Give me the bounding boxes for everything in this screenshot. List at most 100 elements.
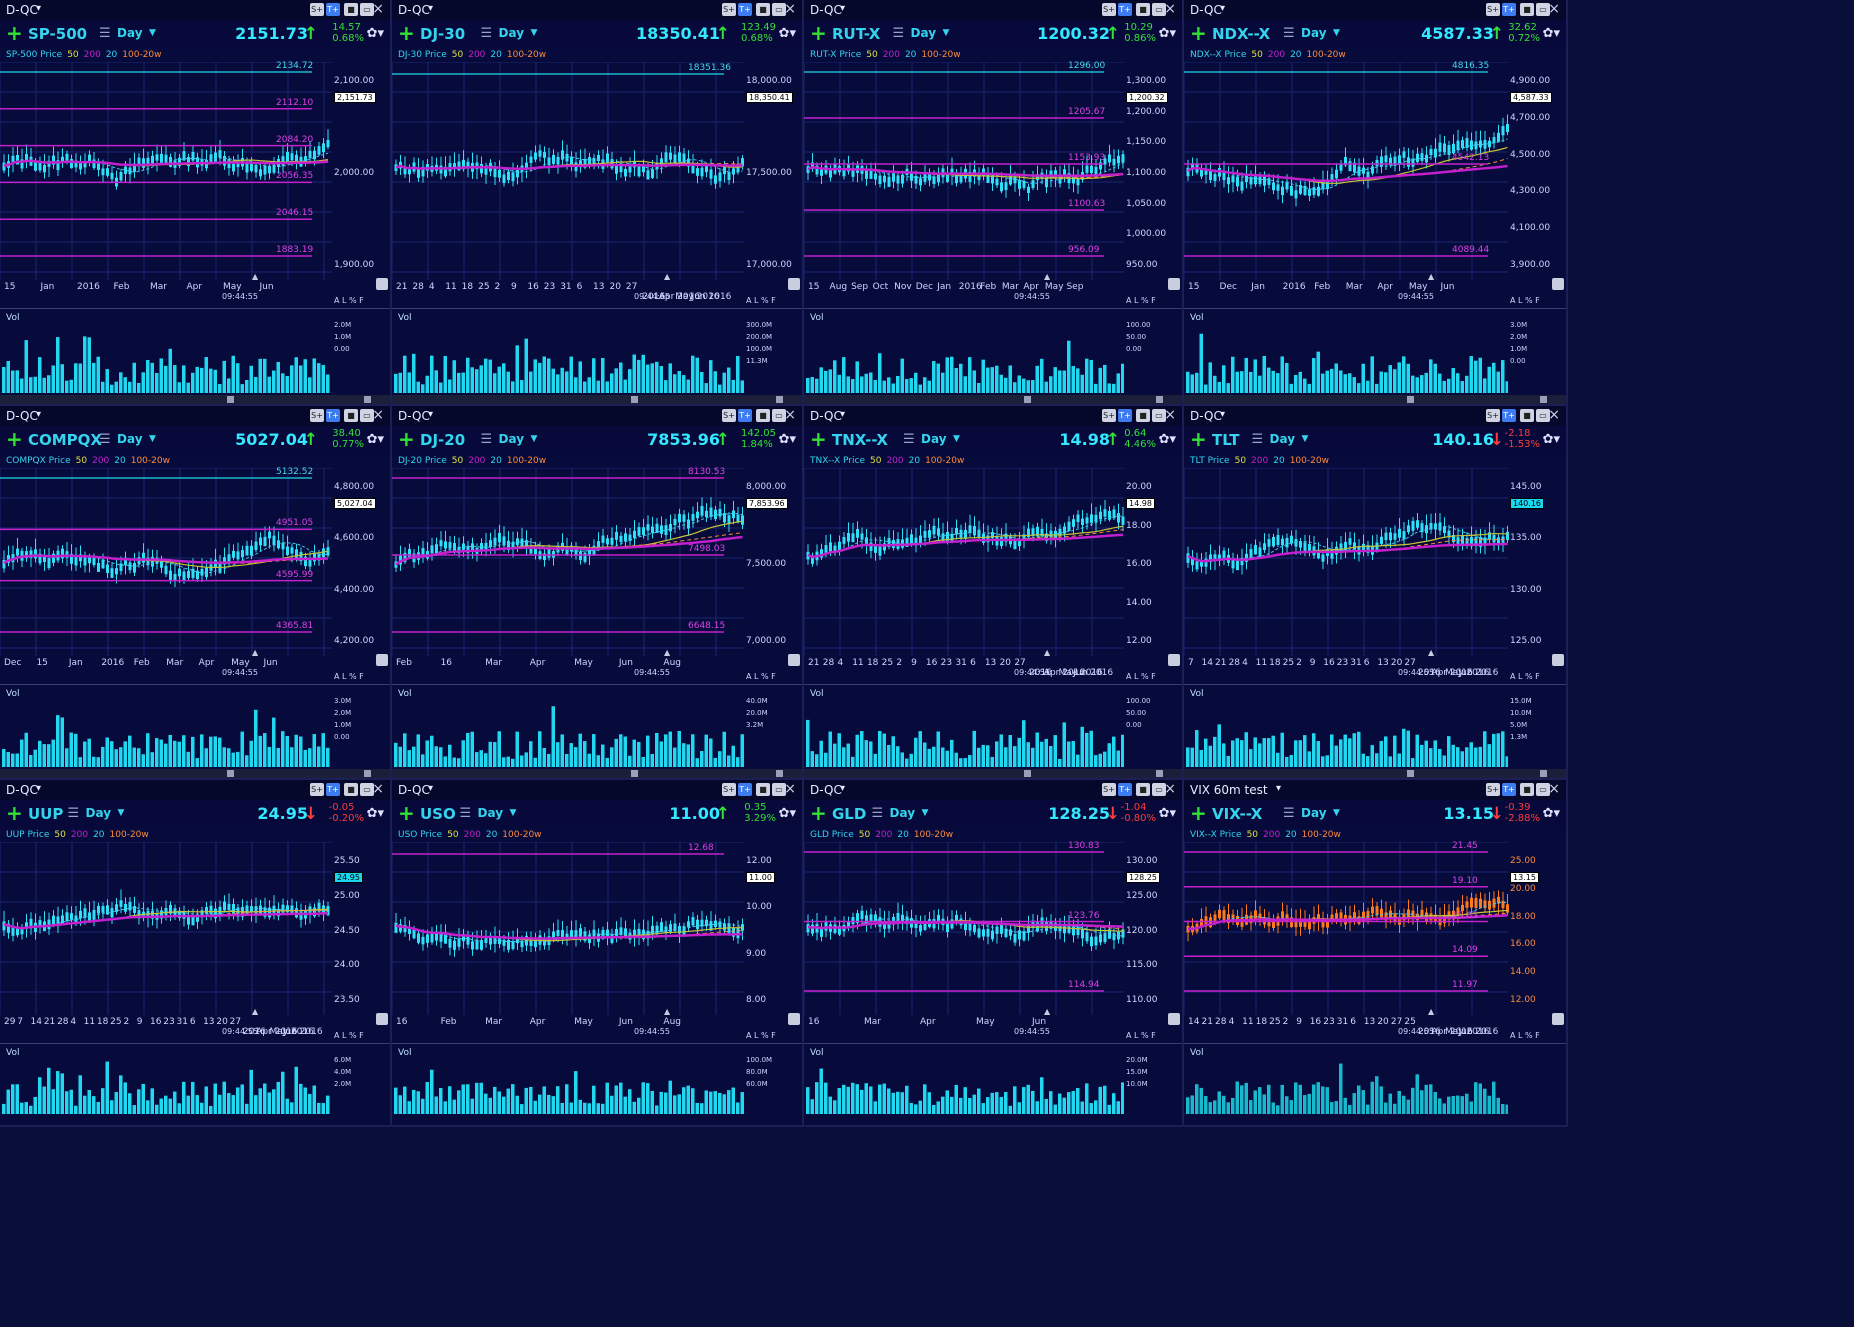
symbol-name[interactable]: SP-500	[28, 25, 88, 43]
data-source-dropdown[interactable]: D-QC	[6, 3, 38, 17]
volume-pane[interactable]: Vol 3.0M 2.0M 1.0M 0.00	[1184, 308, 1566, 395]
trade-button[interactable]: T+	[1502, 3, 1516, 16]
list-icon[interactable]: ☰	[903, 432, 915, 447]
save-icon[interactable]: ■	[344, 3, 358, 16]
axis-options[interactable]: A L % F	[334, 672, 364, 681]
add-symbol-icon[interactable]: +	[810, 801, 827, 825]
chart-panel-vix-x[interactable]: VIX 60m test ▾ S+ T+ ■ ▭ × + VIX--X ☰ Day ▼ 13.15 ↓ -0…	[1184, 780, 1568, 1127]
list-icon[interactable]: ☰	[99, 432, 111, 447]
scroll-marker-icon[interactable]: ▲	[664, 272, 671, 281]
close-icon[interactable]: ×	[1164, 407, 1176, 423]
timeframe-dropdown[interactable]: Day	[921, 432, 947, 446]
axis-options[interactable]: A L % F	[1510, 296, 1540, 305]
trade-button[interactable]: T+	[1502, 783, 1516, 796]
list-icon[interactable]: ☰	[892, 26, 905, 41]
window-icon[interactable]: ▭	[1536, 783, 1550, 796]
scroll-marker-icon[interactable]: ▲	[252, 648, 259, 657]
chevron-down-icon[interactable]: ▾	[36, 3, 42, 14]
study-add-button[interactable]: S+	[1102, 3, 1116, 16]
chevron-down-icon[interactable]: ▼	[921, 808, 929, 818]
study-add-button[interactable]: S+	[1102, 409, 1116, 422]
price-chart[interactable]	[804, 468, 1184, 676]
scroll-marker-icon[interactable]: ▲	[1428, 272, 1435, 281]
study-add-button[interactable]: S+	[722, 409, 736, 422]
close-icon[interactable]: ×	[1548, 1, 1560, 17]
chevron-down-icon[interactable]: ▾	[1220, 3, 1226, 14]
axis-options[interactable]: A L % F	[746, 296, 776, 305]
scroll-thumb[interactable]	[776, 396, 783, 403]
study-add-button[interactable]: S+	[1486, 783, 1500, 796]
chevron-down-icon[interactable]: ▼	[1333, 28, 1340, 38]
data-source-dropdown[interactable]: D-QC	[810, 3, 842, 17]
add-symbol-icon[interactable]: +	[398, 427, 415, 451]
close-icon[interactable]: ×	[1548, 407, 1560, 423]
data-source-dropdown[interactable]: D-QC	[1190, 3, 1222, 17]
window-icon[interactable]: ▭	[1536, 3, 1550, 16]
save-icon[interactable]: ■	[344, 783, 358, 796]
draw-tool-icon[interactable]	[376, 1013, 388, 1025]
data-source-dropdown[interactable]: D-QC	[6, 409, 38, 423]
timeframe-dropdown[interactable]: Day	[910, 26, 937, 40]
symbol-name[interactable]: COMPQX	[28, 431, 102, 449]
timeframe-dropdown[interactable]: Day	[477, 806, 504, 820]
volume-pane[interactable]: Vol 40.0M 20.0M 3.2M	[392, 684, 802, 769]
draw-tool-icon[interactable]	[1168, 654, 1180, 666]
close-icon[interactable]: ×	[784, 1, 796, 17]
axis-options[interactable]: A L % F	[1510, 672, 1540, 681]
scroll-marker-icon[interactable]: ▲	[1044, 1007, 1051, 1016]
price-chart[interactable]	[392, 842, 804, 1035]
axis-options[interactable]: A L % F	[334, 296, 364, 305]
data-source-dropdown[interactable]: D-QC	[398, 3, 430, 17]
horizontal-scrollbar[interactable]	[1184, 395, 1566, 404]
palette-icon[interactable]: ✿▾	[1158, 806, 1176, 821]
axis-options[interactable]: A L % F	[1126, 672, 1156, 681]
window-icon[interactable]: ▭	[772, 409, 786, 422]
trade-button[interactable]: T+	[738, 3, 752, 16]
chevron-down-icon[interactable]: ▼	[149, 434, 156, 444]
palette-icon[interactable]: ✿▾	[1542, 432, 1560, 447]
scroll-thumb[interactable]	[227, 770, 235, 777]
horizontal-scrollbar[interactable]	[1184, 769, 1566, 778]
list-icon[interactable]: ☰	[1251, 432, 1264, 447]
window-icon[interactable]: ▭	[1152, 783, 1166, 796]
chart-panel-ndx-x[interactable]: D-QC ▾ S+ T+ ■ ▭ × + NDX--X ☰ Day ▼ 4587.33 ↑ 32.62 0.7…	[1184, 0, 1568, 406]
palette-icon[interactable]: ✿▾	[1542, 806, 1560, 821]
study-add-button[interactable]: S+	[310, 3, 324, 16]
scroll-marker-icon[interactable]: ▲	[1428, 648, 1435, 657]
chart-panel-sp-500[interactable]: D-QC ▾ S+ T+ ■ ▭ × + SP-500 ☰ Day ▼ 2151.73 ↑ 14.57 0.6…	[0, 0, 392, 406]
chart-panel-dj-20[interactable]: D-QC ▾ S+ T+ ■ ▭ × + DJ-20 ☰ Day ▼ 7853.96 ↑ 142.05 1.8…	[392, 406, 804, 780]
draw-tool-icon[interactable]	[376, 278, 388, 290]
chart-panel-uup[interactable]: D-QC ▾ S+ T+ ■ ▭ × + UUP ☰ Day ▼ 24.95 ↓ -0.05 -0.20% ✿▾…	[0, 780, 392, 1127]
list-icon[interactable]: ☰	[459, 806, 472, 821]
trade-button[interactable]: T+	[1118, 409, 1132, 422]
draw-tool-icon[interactable]	[1168, 1013, 1180, 1025]
chevron-down-icon[interactable]: ▾	[428, 3, 434, 14]
price-chart[interactable]	[392, 62, 804, 300]
trade-button[interactable]: T+	[326, 3, 340, 16]
scroll-marker-icon[interactable]: ▲	[664, 1007, 671, 1016]
window-icon[interactable]: ▭	[1536, 409, 1550, 422]
axis-options[interactable]: A L % F	[746, 672, 776, 681]
study-add-button[interactable]: S+	[722, 3, 736, 16]
draw-tool-icon[interactable]	[788, 278, 800, 290]
timeframe-dropdown[interactable]: Day	[85, 806, 112, 820]
add-symbol-icon[interactable]: +	[398, 801, 415, 825]
scroll-thumb[interactable]	[1406, 770, 1414, 777]
trade-button[interactable]: T+	[738, 409, 752, 422]
data-source-dropdown[interactable]: VIX 60m test	[1190, 783, 1268, 797]
chevron-down-icon[interactable]: ▼	[1301, 434, 1309, 444]
save-icon[interactable]: ■	[1136, 409, 1150, 422]
trade-button[interactable]: T+	[738, 783, 752, 796]
symbol-name[interactable]: DJ-20	[420, 431, 466, 449]
chevron-down-icon[interactable]: ▼	[953, 434, 960, 444]
data-source-dropdown[interactable]: D-QC	[398, 783, 430, 797]
price-chart[interactable]	[804, 842, 1184, 1035]
scroll-thumb[interactable]	[630, 770, 638, 777]
scroll-thumb[interactable]	[1024, 770, 1032, 777]
volume-pane[interactable]: Vol 300.0M 200.0M 100.0M 11.3M	[392, 308, 802, 395]
trade-button[interactable]: T+	[326, 783, 340, 796]
scroll-thumb[interactable]	[1024, 396, 1032, 403]
window-icon[interactable]: ▭	[772, 783, 786, 796]
palette-icon[interactable]: ✿▾	[1158, 26, 1176, 41]
scroll-marker-icon[interactable]: ▲	[1044, 648, 1051, 657]
